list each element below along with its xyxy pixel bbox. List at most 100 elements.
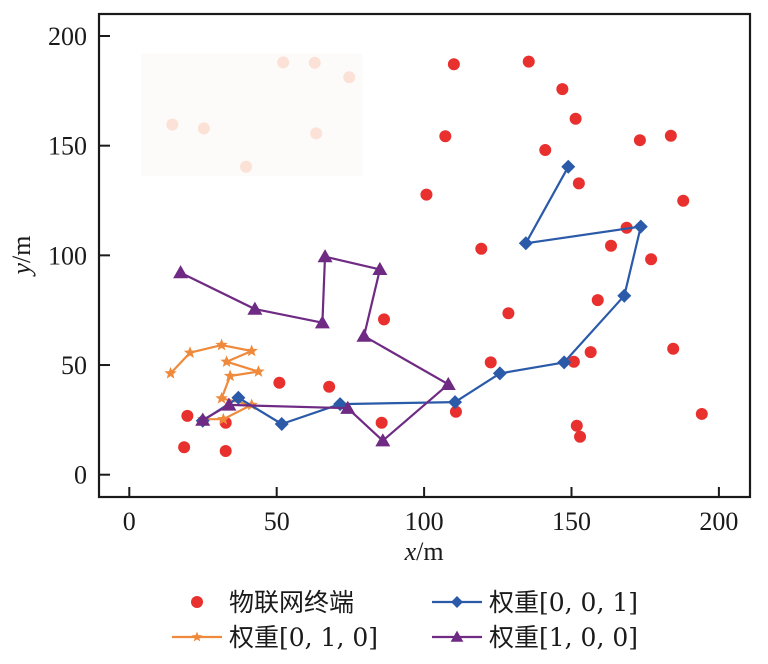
- data-point-circle: [378, 313, 391, 326]
- legend-item-weight-100[interactable]: 权重[1, 0, 0]: [432, 623, 638, 652]
- data-point-circle: [667, 342, 680, 355]
- data-point-circle: [420, 188, 433, 201]
- data-point-circle: [567, 355, 580, 368]
- legend-marker-star-icon: [172, 631, 222, 642]
- data-point-star: [215, 338, 228, 351]
- faded-point: [166, 118, 179, 131]
- x-tick-label: 100: [405, 507, 444, 536]
- data-point-triangle: [372, 261, 388, 276]
- series-star: [164, 338, 265, 425]
- data-point-circle: [605, 239, 618, 252]
- data-point-star: [164, 366, 177, 379]
- data-point-star: [217, 412, 230, 425]
- data-point-star: [215, 391, 228, 404]
- data-point-circle: [633, 134, 646, 147]
- faded-point: [197, 122, 210, 135]
- legend-label: 权重[1, 0, 0]: [489, 623, 638, 652]
- legend-item-terminals[interactable]: 物联网终端: [191, 588, 354, 617]
- legend: 物联网终端 权重[0, 0, 1] 权重[0, 1, 0] 权重[1, 0, 0…: [172, 588, 638, 652]
- data-point-circle: [475, 242, 488, 255]
- data-point-circle: [522, 55, 535, 68]
- data-point-diamond: [557, 355, 572, 370]
- series-line: [202, 166, 642, 426]
- y-tick-label: 0: [74, 461, 87, 490]
- x-axis-unit: /m: [416, 537, 443, 566]
- series-triangle: [173, 249, 456, 447]
- legend-item-weight-010[interactable]: 权重[0, 1, 0]: [172, 623, 378, 652]
- data-point-star: [252, 365, 265, 377]
- faded-point: [308, 56, 321, 69]
- x-tick-label: 200: [699, 507, 738, 536]
- legend-label: 权重[0, 1, 0]: [229, 623, 378, 652]
- data-point-circle: [645, 253, 658, 266]
- data-point-circle: [273, 376, 286, 389]
- data-point-star: [245, 398, 258, 411]
- data-point-diamond: [561, 159, 576, 174]
- data-point-triangle: [340, 400, 356, 414]
- data-point-triangle: [247, 301, 263, 315]
- series-line: [169, 344, 260, 421]
- y-axis-var: y: [7, 263, 36, 278]
- data-point-circle: [572, 177, 585, 190]
- legend-marker: [191, 631, 203, 642]
- data-point-circle: [574, 430, 587, 443]
- data-point-circle: [695, 407, 708, 420]
- series-diamond: [195, 159, 648, 432]
- x-axis-var: x: [404, 537, 417, 566]
- data-point-diamond: [231, 390, 246, 405]
- data-point-circle: [323, 380, 336, 393]
- series-layer: [164, 55, 708, 458]
- data-point-circle: [569, 112, 582, 125]
- legend-marker-circle-icon: [191, 596, 203, 608]
- legend-label: 物联网终端: [229, 588, 354, 617]
- data-point-diamond: [492, 366, 507, 381]
- data-point-triangle: [195, 412, 211, 426]
- faded-region: [141, 53, 363, 177]
- data-point-circle: [539, 144, 552, 157]
- data-point-circle: [591, 294, 604, 307]
- data-point-star: [183, 346, 197, 358]
- y-tick-label: 50: [61, 351, 87, 380]
- data-point-circle: [449, 405, 462, 418]
- y-tick-label: 200: [48, 22, 87, 51]
- ticks-layer: 0 50 100 150 200 0 50 100 150 200: [48, 22, 738, 536]
- data-point-circle: [570, 419, 583, 432]
- legend-label: 权重[0, 0, 1]: [489, 588, 638, 617]
- x-tick-label: 150: [552, 507, 591, 536]
- data-point-triangle: [221, 397, 237, 411]
- legend-marker: [450, 630, 464, 642]
- data-point-star: [220, 355, 233, 367]
- data-point-triangle: [375, 433, 391, 447]
- data-point-circle: [178, 441, 191, 454]
- legend-marker-diamond-icon: [432, 596, 482, 608]
- data-point-star: [223, 369, 237, 382]
- y-tick-label: 150: [48, 132, 87, 161]
- data-point-triangle: [356, 328, 372, 342]
- data-point-diamond: [518, 236, 533, 251]
- legend-marker-triangle-icon: [432, 630, 482, 642]
- data-point-circle: [664, 129, 677, 142]
- data-point-circle: [484, 356, 497, 369]
- x-tick-label: 50: [264, 507, 290, 536]
- data-point-circle: [181, 409, 194, 422]
- data-point-diamond: [617, 288, 632, 303]
- series-circle: [178, 55, 708, 458]
- data-point-triangle: [173, 265, 189, 279]
- legend-item-weight-001[interactable]: 权重[0, 0, 1]: [432, 588, 638, 617]
- data-point-diamond: [274, 417, 289, 432]
- data-point-triangle: [440, 376, 456, 390]
- y-axis-label: y/m: [7, 236, 36, 278]
- faded-point: [310, 127, 323, 140]
- data-point-circle: [584, 346, 597, 359]
- y-axis-unit: /m: [7, 236, 36, 263]
- faded-point: [277, 56, 290, 69]
- data-point-diamond: [448, 395, 463, 410]
- data-point-star: [245, 344, 258, 357]
- x-axis-label: x/m: [404, 537, 444, 566]
- faded-point: [240, 160, 253, 173]
- data-point-circle: [502, 307, 515, 320]
- data-point-triangle: [314, 315, 330, 329]
- faded-point: [343, 71, 356, 84]
- data-point-circle: [677, 194, 690, 207]
